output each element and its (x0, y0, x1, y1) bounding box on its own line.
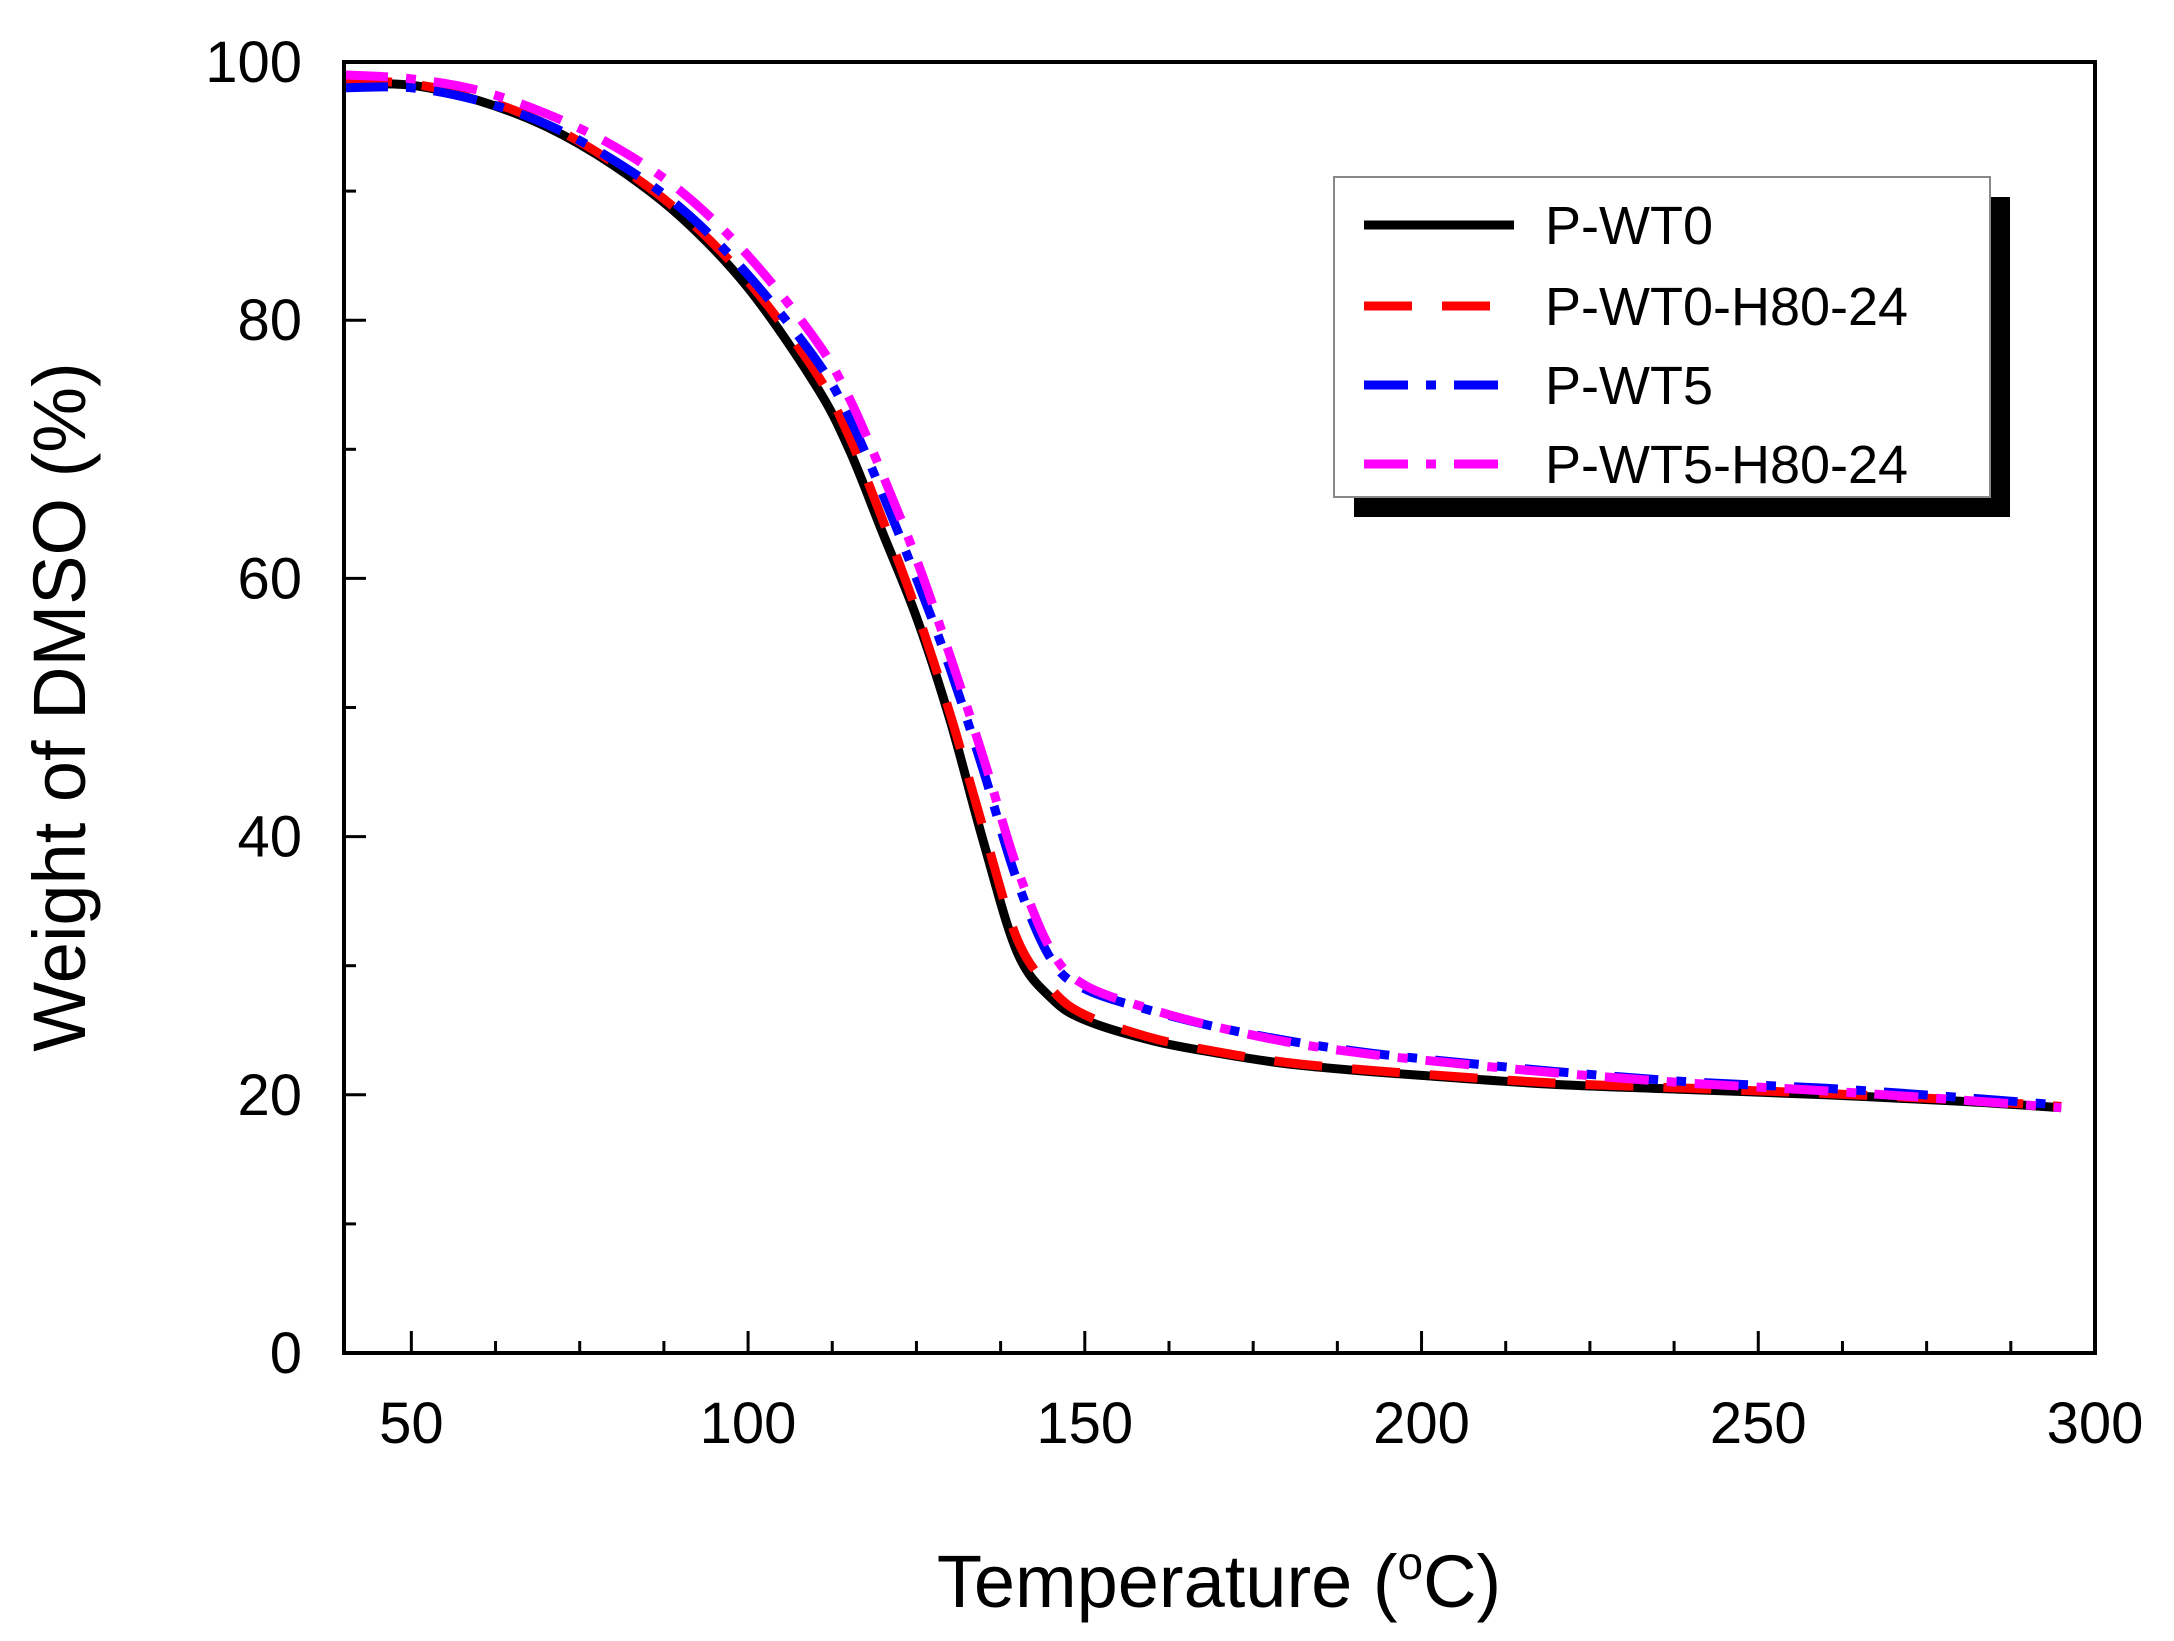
y-tick-label-60: 60 (237, 546, 302, 611)
series-layer (343, 70, 2062, 1113)
series-line-p-wt5-h80-24 (343, 70, 2062, 1113)
legend-label-p-wt0: P-WT0 (1545, 196, 1713, 256)
y-tick-label-80: 80 (237, 288, 302, 353)
series-line-p-wt0-h80-24 (343, 75, 2062, 1111)
x-tick-label-300: 300 (2047, 1391, 2144, 1456)
x-tick-label-150: 150 (1036, 1391, 1133, 1456)
y-tick-label-40: 40 (237, 805, 302, 870)
y-axis-title: Weight of DMSO (%) (18, 362, 101, 1051)
legend-label-p-wt5-h80-24: P-WT5-H80-24 (1545, 435, 1908, 495)
legend: P-WT0 P-WT0-H80-24 P-WT5 P-WT5-H80-24 (1333, 176, 2010, 517)
legend-label-p-wt5: P-WT5 (1545, 356, 1713, 416)
y-tick-label-0: 0 (270, 1321, 302, 1386)
x-axis-title: Temperature (oC) (937, 1537, 1501, 1623)
x-tick-label-200: 200 (1373, 1391, 1470, 1456)
legend-box (1333, 176, 1991, 498)
y-tick-label-100: 100 (205, 30, 302, 95)
x-tick-label-100: 100 (700, 1391, 797, 1456)
x-tick-label-50: 50 (379, 1391, 444, 1456)
y-tick-label-20: 20 (237, 1063, 302, 1128)
plot-frame (342, 60, 2097, 1355)
ticks-layer: 50 100 150 200 250 300 0 20 40 60 80 100 (205, 30, 2143, 1456)
x-tick-label-250: 250 (1710, 1391, 1807, 1456)
legend-label-p-wt0-h80-24: P-WT0-H80-24 (1545, 277, 1908, 337)
